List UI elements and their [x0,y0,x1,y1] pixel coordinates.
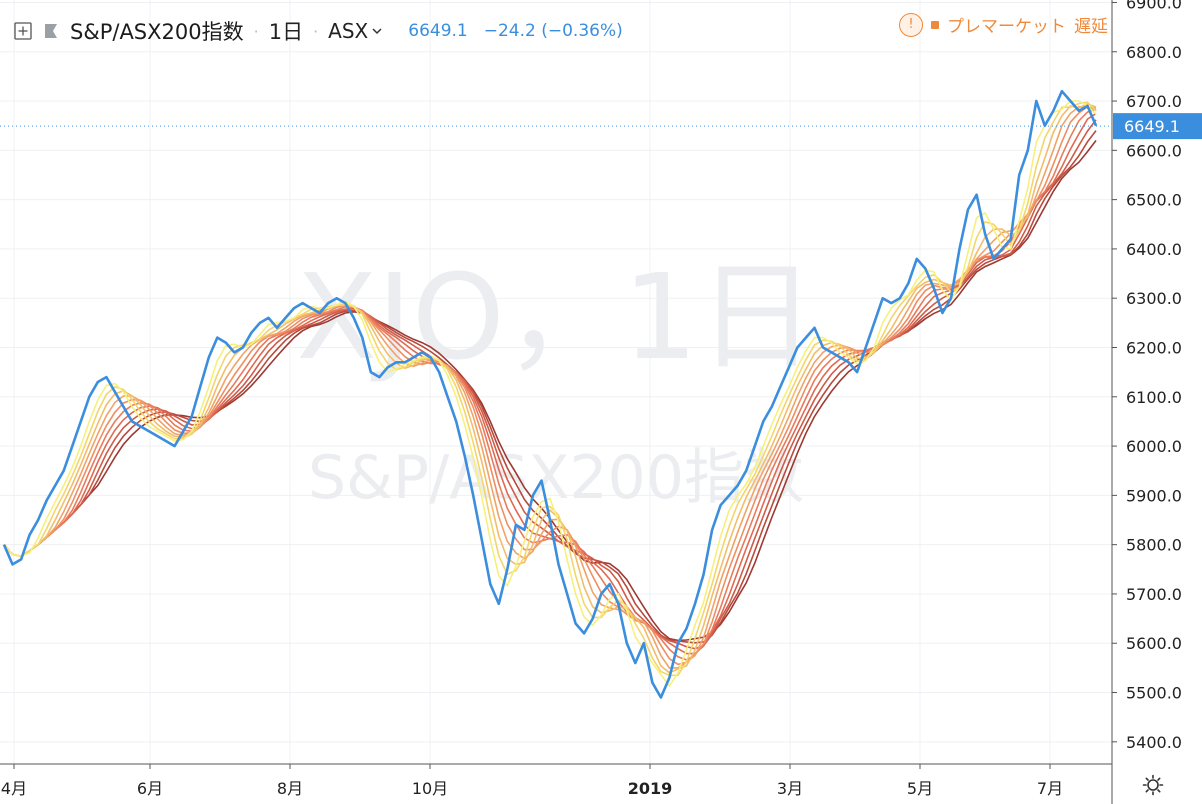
price-change: −24.2 (−0.36%) [483,21,623,41]
y-tick-label: 5700.0 [1126,585,1182,604]
moving-average-line [3,101,1097,677]
moving-average-line [3,130,1097,644]
exchange-selector[interactable]: ASX [328,19,382,43]
last-price: 6649.1 [408,21,468,41]
x-tick-label: 10月 [412,779,448,798]
y-tick-label: 6200.0 [1126,338,1182,357]
premarket-label: プレマーケット [947,17,1066,37]
moving-average-line [3,108,1097,661]
y-tick-label: 6900.0 [1126,0,1182,12]
y-tick-label: 6000.0 [1126,437,1182,456]
x-tick-label: 6月 [137,779,163,798]
watermark-symbol: XJO，1日 [296,248,816,386]
moving-average-line [3,103,1097,674]
y-tick-label: 6600.0 [1126,141,1182,160]
x-tick-label: 7月 [1037,779,1063,798]
delay-label: 遅延 [1074,17,1108,37]
y-tick-label: 5400.0 [1126,733,1182,752]
moving-average-line [3,140,1097,642]
y-tick-label: 6500.0 [1126,191,1182,210]
x-tick-label: 4月 [1,779,27,798]
moving-average-line [3,105,1097,666]
y-tick-label: 5600.0 [1126,634,1182,653]
price-label-text: 6649.1 [1124,117,1180,136]
exchange-label: ASX [328,19,369,43]
interval-label[interactable]: 1日 [268,20,304,44]
chart-header: S&P/ASX200指数 · 1日 · ASX 6649.1 −24.2 (−0… [14,14,623,48]
add-symbol-icon[interactable] [14,22,32,40]
x-tick-label: 8月 [277,779,303,798]
price-label-box [1113,113,1202,140]
watermark-name: S&P/ASX200指数 [308,443,804,513]
settings-gear-icon[interactable] [1140,772,1166,798]
market-status: ! プレマーケット 遅延 [899,12,1108,37]
y-tick-label: 6100.0 [1126,388,1182,407]
y-tick-label: 5800.0 [1126,536,1182,555]
moving-average-line [3,105,1096,669]
x-tick-label: 5月 [907,779,933,798]
status-dot-icon [931,20,939,29]
chevron-down-icon [372,28,382,35]
price-series-line [2,89,1098,699]
y-tick-label: 6700.0 [1126,92,1182,111]
warning-icon[interactable]: ! [899,12,923,37]
x-tick-label: 2019 [628,779,673,798]
header-separator: · [313,21,319,41]
y-tick-label: 6400.0 [1126,240,1182,259]
symbol-title[interactable]: S&P/ASX200指数 [70,20,244,44]
y-tick-label: 6800.0 [1126,43,1182,62]
moving-average-line [3,119,1097,650]
y-tick-label: 5900.0 [1126,486,1182,505]
x-tick-label: 3月 [777,779,803,798]
moving-average-line [3,100,1097,688]
y-tick-label: 5500.0 [1126,684,1182,703]
y-tick-label: 6300.0 [1126,289,1182,308]
header-separator: · [253,21,259,41]
flag-icon[interactable] [42,22,60,40]
